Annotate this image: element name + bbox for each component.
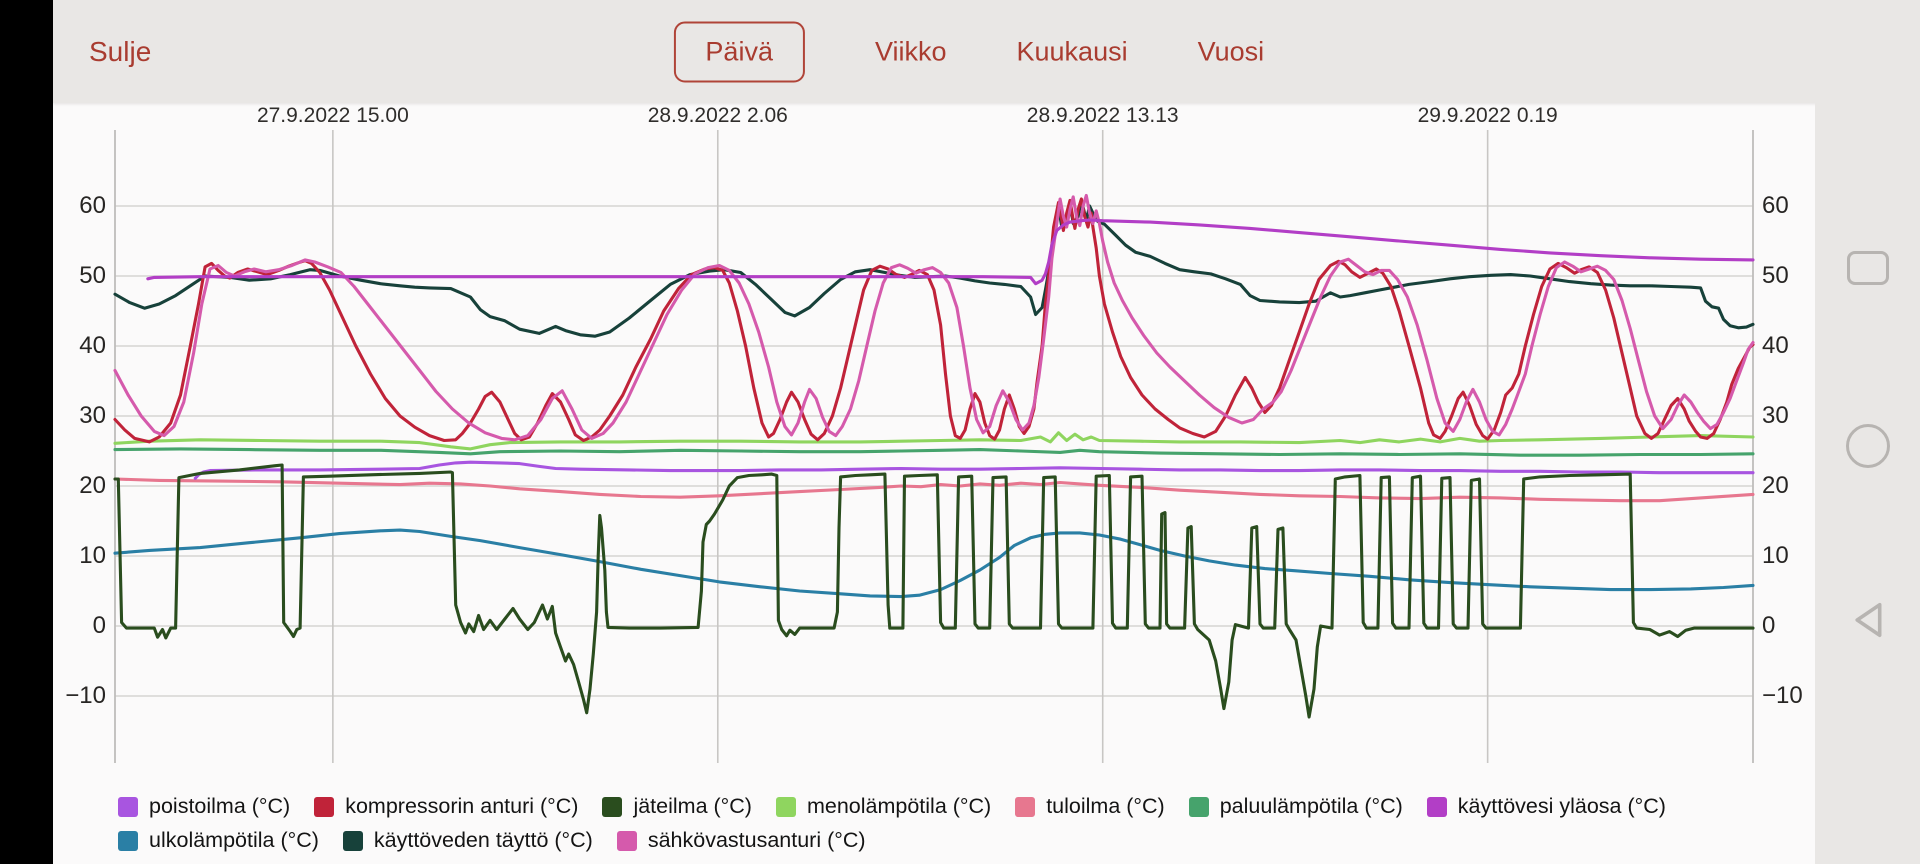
series-line-ulkolämpötila [113,528,1755,599]
home-icon[interactable] [1845,424,1890,468]
legend-item: tuloilma (°C) [1015,794,1165,819]
legend-row: poistoilma (°C) kompressorin anturi (°C) j… [118,794,1690,819]
y-tick-left: 30 [79,402,106,429]
tab-viikko[interactable]: Viikko [874,36,947,66]
legend-swatch-icon [1426,796,1447,817]
x-axis-label: 29.9.2022 0.19 [1417,104,1558,127]
tab-vuosi[interactable]: Vuosi [1197,36,1265,66]
back-icon[interactable] [1850,600,1886,640]
series-line-käyttöveden-täyttö [113,198,1755,338]
legend-label: käyttöveden täyttö (°C) [373,828,593,852]
series-line-menolämpötila [113,431,1755,451]
recents-icon[interactable] [1846,251,1889,285]
series-line-sähkövastusanturi [113,193,1755,442]
y-tick-left: 0 [92,612,106,639]
tab-kuukausi[interactable]: Kuukausi [1016,36,1128,66]
legend-item: sähkövastusanturi (°C) [616,828,866,853]
legend-item: jäteilma (°C) [602,794,752,819]
legend-label: tuloilma (°C) [1046,794,1165,818]
android-nav-bar [1815,0,1920,864]
series-line-jäteilma [113,463,1755,719]
x-axis-label: 27.9.2022 15.00 [256,104,409,127]
series-line-tuloilma [113,477,1755,503]
y-tick-right: 0 [1762,612,1776,639]
tab-päivä[interactable]: Päivä [673,21,805,82]
legend-item: paluulämpötila (°C) [1188,794,1403,819]
period-tabs: Päivä Viikko Kuukausi Vuosi [673,21,1264,82]
legend-row: ulkolämpötila (°C) käyttöveden täyttö (°C… [118,828,1690,853]
series-line-poistoilma [193,460,1755,480]
top-bar: Sulje Päivä Viikko Kuukausi Vuosi [53,0,1920,103]
legend-label: käyttövesi yläosa (°C) [1457,794,1666,818]
y-tick-right: 40 [1762,332,1789,359]
legend-label: jäteilma (°C) [633,794,752,818]
series-line-paluulämpötila [113,447,1755,457]
legend-swatch-icon [775,796,796,817]
legend-item: kompressorin anturi (°C) [314,794,578,819]
legend-swatch-icon [118,830,138,851]
legend-item: poistoilma (°C) [118,794,290,819]
legend-label: paluulämpötila (°C) [1219,794,1403,818]
series-line-kompressorin-anturi [113,197,1755,444]
legend-swatch-icon [342,830,363,851]
y-tick-right: 50 [1762,262,1789,289]
legend-item: ulkolämpötila (°C) [118,828,319,853]
y-tick-left: 40 [79,332,106,359]
y-tick-right: 10 [1762,542,1789,569]
close-button[interactable]: Sulje [89,35,152,67]
legend-swatch-icon [314,796,335,817]
x-axis-label: 28.9.2022 13.13 [1026,104,1179,127]
chart-legend: poistoilma (°C) kompressorin anturi (°C) j… [118,794,1690,862]
y-tick-left: −10 [65,682,106,709]
y-tick-right: 60 [1762,192,1789,219]
x-axis-label: 28.9.2022 2.06 [647,104,788,127]
y-tick-left: 10 [79,542,106,569]
y-tick-left: 20 [79,472,106,499]
series-line-käyttövesi-yläosa [146,218,1755,286]
camera-notch-strip [0,0,53,864]
y-tick-left: 50 [79,262,106,289]
legend-swatch-icon [1015,796,1036,817]
legend-label: sähkövastusanturi (°C) [647,828,866,852]
legend-label: ulkolämpötila (°C) [149,828,319,852]
legend-swatch-icon [602,796,623,817]
y-tick-right: 20 [1762,472,1789,499]
legend-item: menolämpötila (°C) [775,794,992,819]
legend-label: poistoilma (°C) [149,794,291,818]
legend-item: käyttövesi yläosa (°C) [1426,794,1666,819]
legend-swatch-icon [1188,796,1209,817]
legend-swatch-icon [616,830,637,851]
legend-item: käyttöveden täyttö (°C) [342,828,593,853]
legend-label: kompressorin anturi (°C) [345,794,579,818]
legend-swatch-icon [118,796,138,817]
legend-label: menolämpötila (°C) [806,794,992,818]
y-tick-right: −10 [1762,682,1803,709]
y-tick-left: 60 [79,192,106,219]
y-tick-right: 30 [1762,402,1789,429]
